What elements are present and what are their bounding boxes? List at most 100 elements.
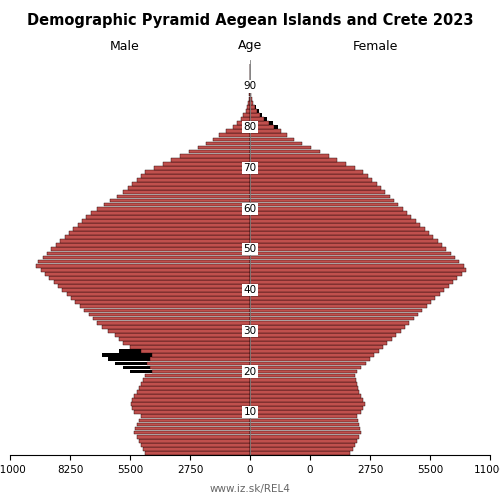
Bar [138,439,250,442]
Bar [250,207,402,210]
Bar [250,240,438,243]
Bar [250,101,254,104]
Bar [240,117,250,121]
Bar [141,443,250,446]
Bar [250,329,400,332]
Bar [250,345,383,349]
Text: 80: 80 [244,122,256,132]
Bar [244,113,250,117]
Bar [143,447,250,451]
Bar [38,260,250,264]
Bar [250,170,364,174]
Bar [132,182,250,186]
Bar [250,451,350,455]
Text: 10: 10 [244,407,256,417]
Bar [250,215,412,218]
Bar [250,178,372,182]
Bar [232,126,250,129]
Bar [132,406,250,410]
Bar [250,101,253,104]
Bar [98,321,250,324]
Bar [250,316,414,320]
Bar [71,296,250,300]
Bar [250,414,357,418]
Bar [250,321,410,324]
Bar [74,227,250,231]
Bar [250,386,358,390]
Bar [134,410,250,414]
Bar [250,126,274,129]
Bar [250,190,386,194]
Bar [250,117,264,121]
Bar [146,451,250,455]
Bar [56,244,250,247]
Bar [141,174,250,178]
Bar [250,418,358,422]
Bar [110,198,250,202]
Bar [124,366,250,370]
Bar [250,142,302,146]
Bar [54,280,250,284]
Bar [104,202,250,206]
Bar [47,252,250,256]
Bar [250,88,251,92]
Bar [250,174,368,178]
Bar [226,130,250,133]
Bar [250,325,405,328]
Bar [250,182,376,186]
Bar [250,211,407,214]
Bar [250,398,364,402]
Bar [143,378,250,382]
Bar [45,272,250,276]
Bar [114,362,250,365]
Bar [141,414,250,418]
Bar [250,109,257,113]
Bar [136,178,250,182]
Bar [250,186,381,190]
Bar [146,374,250,378]
Bar [148,362,250,365]
Bar [250,410,362,414]
Bar [154,166,250,170]
Bar [250,358,370,361]
Bar [250,105,256,108]
Bar [84,308,250,312]
Text: 60: 60 [244,204,256,214]
Bar [250,308,422,312]
Bar [250,97,252,100]
Bar [250,97,252,100]
Bar [250,146,311,150]
Bar [88,312,250,316]
Bar [52,248,250,251]
Bar [250,354,374,357]
Bar [36,264,250,268]
Bar [250,194,390,198]
Bar [250,117,267,121]
Bar [250,166,354,170]
Bar [250,158,338,162]
Bar [62,288,250,292]
Bar [250,109,258,113]
Bar [250,130,280,133]
Bar [250,121,268,125]
Bar [250,296,436,300]
Bar [40,268,250,272]
Bar [250,92,252,96]
Bar [86,215,250,218]
Bar [213,138,250,141]
Bar [152,354,250,357]
Bar [250,447,352,451]
Bar [138,418,250,422]
Bar [60,240,250,243]
Bar [220,134,250,137]
Bar [80,304,250,308]
Bar [250,198,394,202]
Bar [78,223,250,227]
Bar [50,276,250,280]
Bar [250,154,328,158]
Bar [150,366,250,370]
Bar [250,113,260,117]
Bar [250,231,429,235]
Bar [102,354,250,357]
Bar [250,92,251,96]
